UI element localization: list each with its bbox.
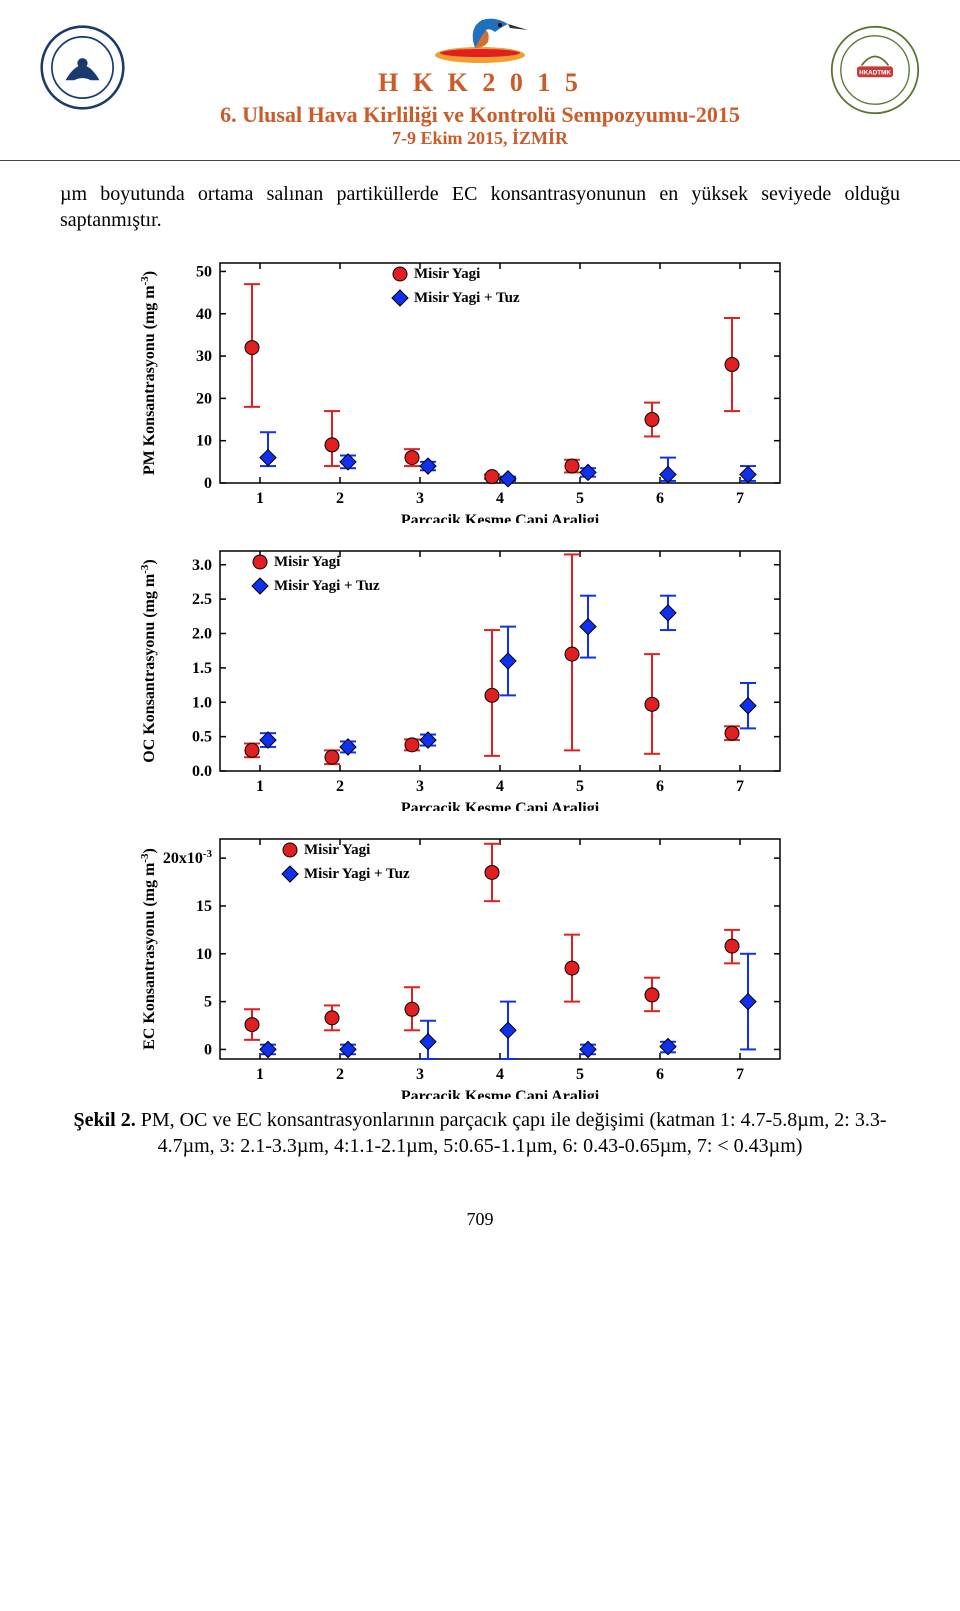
- svg-text:2: 2: [336, 1066, 344, 1083]
- svg-text:Misir Yagi: Misir Yagi: [414, 266, 480, 282]
- bird-logo-icon: [420, 10, 540, 70]
- svg-text:2: 2: [336, 490, 344, 507]
- logo-left: [40, 25, 125, 110]
- svg-text:Misir Yagi: Misir Yagi: [304, 842, 370, 858]
- svg-text:Parcacik Kesme Capi Araligi: Parcacik Kesme Capi Araligi: [401, 1088, 600, 1099]
- svg-text:3.0: 3.0: [192, 557, 212, 574]
- svg-text:3: 3: [416, 490, 424, 507]
- svg-text:Misir Yagi + Tuz: Misir Yagi + Tuz: [414, 290, 520, 306]
- committee-seal-icon: HKADTMK: [830, 25, 920, 115]
- svg-text:20x10-3: 20x10-3: [163, 848, 213, 867]
- svg-text:10: 10: [196, 433, 212, 450]
- svg-text:50: 50: [196, 263, 212, 280]
- svg-text:30: 30: [196, 348, 212, 365]
- svg-text:Misir Yagi: Misir Yagi: [274, 554, 340, 570]
- body-paragraph: µm boyutunda ortama salınan partiküllerd…: [60, 181, 900, 233]
- svg-text:10: 10: [196, 946, 212, 963]
- svg-text:7: 7: [736, 490, 744, 507]
- svg-text:0: 0: [204, 475, 212, 492]
- svg-text:3: 3: [416, 778, 424, 795]
- svg-text:Parcacik Kesme Capi Araligi: Parcacik Kesme Capi Araligi: [401, 800, 600, 811]
- svg-text:0.0: 0.0: [192, 763, 212, 780]
- svg-text:4: 4: [496, 490, 504, 507]
- svg-text:EC Konsantrasyonu (mg m-3): EC Konsantrasyonu (mg m-3): [139, 848, 158, 1050]
- svg-text:2.0: 2.0: [192, 626, 212, 643]
- svg-text:2: 2: [336, 778, 344, 795]
- chart-oc: 1 2 3 4 5 6 7 0.0 0.5 1.0 1.5 2.0 2.5 3.0 Parcacik Kes…: [130, 531, 830, 811]
- svg-text:1.0: 1.0: [192, 694, 212, 711]
- caption-text: PM, OC ve EC konsantrasyonlarının parçac…: [136, 1109, 887, 1157]
- svg-text:3: 3: [416, 1066, 424, 1083]
- svg-text:5: 5: [576, 490, 584, 507]
- svg-text:1: 1: [256, 1066, 264, 1083]
- university-seal-icon: [40, 25, 125, 110]
- svg-text:15: 15: [196, 898, 212, 915]
- svg-text:0: 0: [204, 1041, 212, 1058]
- svg-text:Misir Yagi + Tuz: Misir Yagi + Tuz: [274, 578, 380, 594]
- svg-text:7: 7: [736, 778, 744, 795]
- svg-text:6: 6: [656, 1066, 664, 1083]
- svg-text:40: 40: [196, 306, 212, 323]
- figure-caption: Şekil 2. PM, OC ve EC konsantrasyonların…: [60, 1107, 900, 1159]
- header-center: H K K 2 0 1 5 6. Ulusal Hava Kirliliği v…: [170, 10, 790, 149]
- page: H K K 2 0 1 5 6. Ulusal Hava Kirliliği v…: [0, 0, 960, 1270]
- svg-text:1.5: 1.5: [192, 660, 212, 677]
- logo-right: HKADTMK: [830, 25, 920, 115]
- svg-text:HKADTMK: HKADTMK: [859, 70, 891, 77]
- svg-text:OC Konsantrasyonu (mg m-3): OC Konsantrasyonu (mg m-3): [139, 559, 158, 762]
- svg-text:0.5: 0.5: [192, 729, 212, 746]
- svg-text:PM Konsantrasyonu (mg m-3): PM Konsantrasyonu (mg m-3): [139, 271, 158, 475]
- svg-text:6: 6: [656, 490, 664, 507]
- svg-text:4: 4: [496, 1066, 504, 1083]
- header-title: 6. Ulusal Hava Kirliliği ve Kontrolü Sem…: [170, 102, 790, 128]
- chart-pm: 1 2 3 4 5 6 7 0 10 20 30 40 50 Parcacik Kesme Capi Ar…: [130, 243, 830, 523]
- svg-text:5: 5: [204, 994, 212, 1011]
- svg-text:1: 1: [256, 490, 264, 507]
- svg-text:6: 6: [656, 778, 664, 795]
- svg-text:7: 7: [736, 1066, 744, 1083]
- page-header: H K K 2 0 1 5 6. Ulusal Hava Kirliliği v…: [0, 0, 960, 161]
- svg-text:20: 20: [196, 390, 212, 407]
- header-hkk: H K K 2 0 1 5: [170, 68, 790, 98]
- page-number: 709: [0, 1209, 960, 1230]
- charts-column: 123456701020304050Parcacik Kesme Capi Ar…: [130, 243, 830, 1099]
- svg-text:Parcacik Kesme Capi Araligi: Parcacik Kesme Capi Araligi: [401, 512, 600, 523]
- svg-text:5: 5: [576, 778, 584, 795]
- chart-ec: 1 2 3 4 5 6 7 0 5 10 15 20x10-3 Parcacik Kesme Capi …: [130, 819, 830, 1099]
- svg-text:Misir Yagi + Tuz: Misir Yagi + Tuz: [304, 866, 410, 882]
- header-sub: 7-9 Ekim 2015, İZMİR: [170, 128, 790, 149]
- svg-text:2.5: 2.5: [192, 591, 212, 608]
- svg-text:5: 5: [576, 1066, 584, 1083]
- caption-label: Şekil 2.: [73, 1109, 135, 1131]
- svg-text:1: 1: [256, 778, 264, 795]
- svg-text:4: 4: [496, 778, 504, 795]
